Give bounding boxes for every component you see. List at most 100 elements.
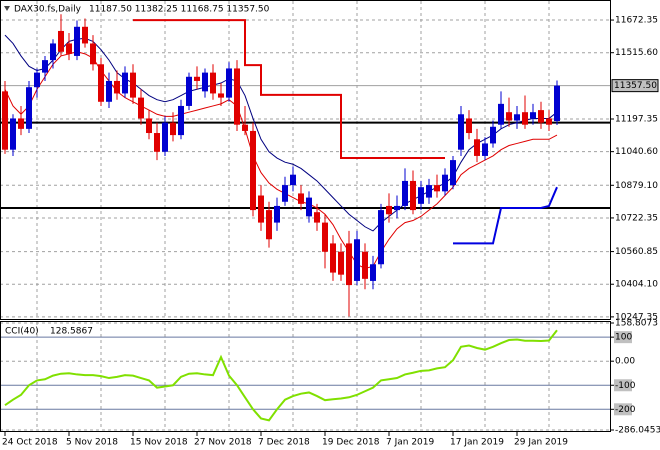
candle-body xyxy=(138,97,144,119)
x-tick-label: 24 Oct 2018 xyxy=(2,438,58,448)
candle-body xyxy=(114,80,120,94)
candle-body xyxy=(298,193,304,204)
candle-body xyxy=(546,118,552,125)
candle-body xyxy=(58,30,64,52)
candle-body xyxy=(266,210,272,240)
x-tick-label: 15 Nov 2018 xyxy=(130,438,188,448)
level-label-box xyxy=(614,379,632,392)
candle-body xyxy=(234,68,240,125)
indicator-line xyxy=(133,19,445,160)
cci-value: 128.5867 xyxy=(50,327,93,337)
y-tick-label: 10404.10 xyxy=(615,280,658,290)
candle-body xyxy=(34,72,40,88)
y-tick-label: 11040.60 xyxy=(615,147,658,157)
candle-body xyxy=(410,180,416,211)
x-tick-label: 17 Jan 2019 xyxy=(450,438,504,448)
candle-body xyxy=(226,68,232,98)
candle-body xyxy=(146,118,152,134)
indicator-line xyxy=(4,34,558,232)
candle-body xyxy=(474,139,480,156)
indicator-line xyxy=(4,51,558,269)
candle-body xyxy=(506,112,512,121)
candle-body xyxy=(106,80,112,102)
x-tick-label: 19 Dec 2018 xyxy=(322,438,380,448)
candle-body xyxy=(386,205,392,215)
indicator-line xyxy=(453,186,558,245)
candle-body xyxy=(122,72,128,94)
candle-body xyxy=(258,195,264,223)
candle-body xyxy=(170,122,176,136)
candle-body xyxy=(394,205,400,211)
plot-layer xyxy=(0,14,610,422)
level-label-box xyxy=(614,403,632,416)
y-tick-label: -286.0453 xyxy=(615,426,660,436)
candle-body xyxy=(402,180,408,206)
candle-body xyxy=(130,72,136,98)
candle-body xyxy=(186,76,192,106)
candle-body xyxy=(282,185,288,202)
cci-title: CCI(40) xyxy=(5,327,39,337)
y-tick-label: 11672.35 xyxy=(615,16,658,26)
candle-body xyxy=(2,91,8,150)
ohlc-values: 11187.50 11382.25 11168.75 11357.50 xyxy=(89,5,270,15)
level-label-box xyxy=(614,331,632,344)
candle-body xyxy=(426,185,432,198)
x-tick-label: 7 Dec 2018 xyxy=(258,438,310,448)
candle-body xyxy=(90,43,96,65)
current-price-label: 11357.50 xyxy=(614,81,657,91)
candle-body xyxy=(338,251,344,275)
candle-body xyxy=(514,114,520,121)
y-tick-label: 11515.60 xyxy=(615,48,658,58)
y-tick-label: 0.00 xyxy=(615,357,635,367)
candle-body xyxy=(498,103,504,125)
candle-body xyxy=(98,64,104,102)
y-tick-label: 10722.35 xyxy=(615,213,658,223)
candle-body xyxy=(362,251,368,279)
candle-body xyxy=(250,130,256,211)
candle-body xyxy=(194,76,200,81)
candle-body xyxy=(306,197,312,217)
y-tick-label: 10879.10 xyxy=(615,181,658,191)
candle-body xyxy=(42,60,48,73)
symbol-title: DAX30.fs,Daily xyxy=(14,5,82,15)
y-tick-label: 100 xyxy=(615,333,632,343)
y-tick-label: 11197.35 xyxy=(615,114,658,124)
candle-body xyxy=(458,114,464,150)
candle-body xyxy=(370,264,376,281)
y-tick-label: 158.8073 xyxy=(615,319,658,329)
candle-body xyxy=(466,118,472,134)
main-frame xyxy=(0,0,611,320)
candle-body xyxy=(522,112,528,125)
candle-body xyxy=(18,118,24,129)
collapse-icon[interactable] xyxy=(4,6,10,11)
candle-body xyxy=(210,72,216,94)
x-tick-label: 27 Nov 2018 xyxy=(194,438,252,448)
candle-body xyxy=(450,160,456,186)
candle-body xyxy=(482,143,488,156)
candle-body xyxy=(242,124,248,131)
candle-body xyxy=(554,85,560,122)
candle-body xyxy=(354,239,360,281)
candle-body xyxy=(490,126,496,144)
candle-body xyxy=(378,210,384,265)
candle-body xyxy=(26,87,32,129)
candle-body xyxy=(330,243,336,273)
candle-body xyxy=(154,133,160,152)
candle-body xyxy=(218,93,224,98)
candle-body xyxy=(274,205,280,223)
candle-body xyxy=(290,174,296,186)
candle-body xyxy=(434,185,440,192)
candle-body xyxy=(314,212,320,223)
y-tick-label: 10560.85 xyxy=(615,247,658,257)
y-tick-label: -200 xyxy=(615,405,636,415)
x-tick-label: 7 Jan 2019 xyxy=(386,438,434,448)
candle-body xyxy=(418,187,424,204)
y-tick-label: 10247.35 xyxy=(615,312,658,322)
candle-body xyxy=(178,105,184,136)
current-price-box xyxy=(611,79,659,93)
candle-body xyxy=(442,174,448,192)
x-tick-label: 29 Jan 2019 xyxy=(514,438,568,448)
candle-body xyxy=(538,110,544,123)
